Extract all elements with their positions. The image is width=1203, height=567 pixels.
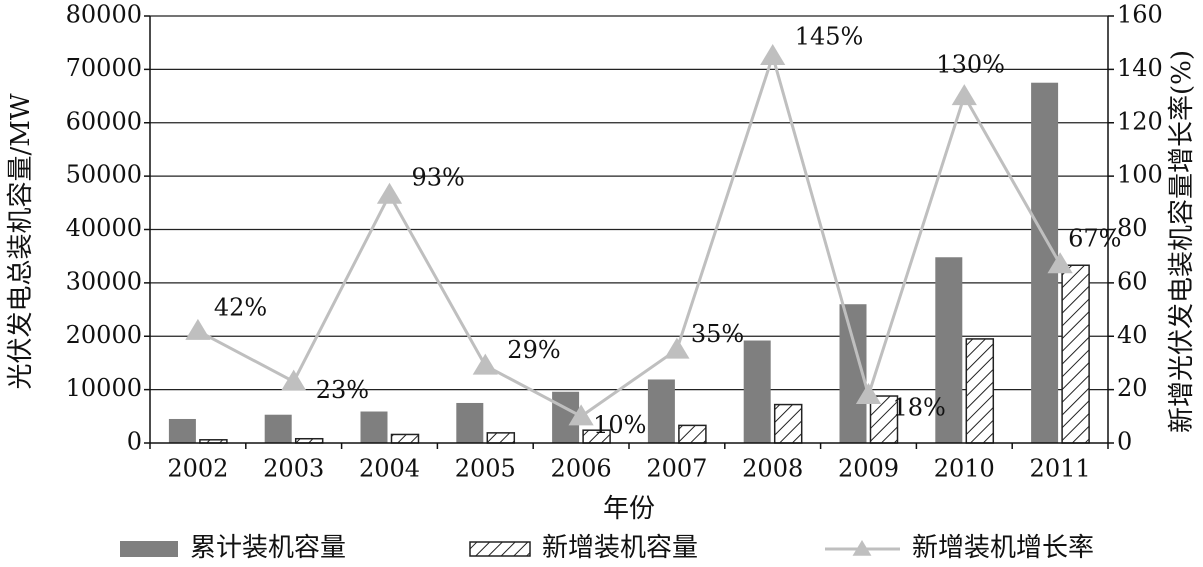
y-axis-title: 光伏发电总装机容量/MW bbox=[6, 93, 36, 389]
y-tick-label: 80000 bbox=[66, 1, 142, 29]
y2-tick-label: 20 bbox=[1117, 374, 1148, 402]
legend-swatch-new bbox=[469, 541, 531, 557]
y2-tick-label: 160 bbox=[1117, 1, 1163, 29]
y2-axis-title: 新增光伏发电装机容量增长率(%) bbox=[1167, 50, 1197, 433]
x-tick-label: 2011 bbox=[1030, 455, 1091, 483]
y2-tick-label: 60 bbox=[1117, 267, 1148, 295]
x-tick-label: 2010 bbox=[934, 455, 995, 483]
y-tick-label: 20000 bbox=[66, 321, 142, 349]
growth-rate-label: 29% bbox=[507, 336, 560, 364]
growth-rate-label: 145% bbox=[795, 23, 864, 51]
bar-cumulative-capacity bbox=[264, 414, 292, 443]
growth-line-layer bbox=[185, 44, 1073, 426]
y2-tick-label: 100 bbox=[1117, 161, 1163, 189]
x-tick-label: 2008 bbox=[742, 455, 803, 483]
y2-tick-label: 40 bbox=[1117, 321, 1148, 349]
growth-rate-label: 35% bbox=[691, 320, 744, 348]
growth-rate-marker bbox=[855, 382, 882, 404]
growth-rate-marker bbox=[185, 318, 211, 340]
growth-rate-marker bbox=[951, 84, 977, 106]
x-tick-label: 2006 bbox=[551, 455, 612, 483]
bar-cumulative-capacity bbox=[1031, 82, 1059, 443]
bar-cumulative-capacity bbox=[360, 411, 388, 443]
bar-new-capacity bbox=[678, 424, 707, 444]
x-axis-title: 年份 bbox=[603, 494, 655, 524]
growth-rate-marker bbox=[281, 369, 307, 391]
bar-new-capacity bbox=[1061, 264, 1090, 444]
y-tick-label: 10000 bbox=[66, 374, 142, 402]
x-tick-label: 2004 bbox=[359, 455, 420, 483]
bar-new-capacity bbox=[773, 403, 803, 444]
x-tick-label: 2007 bbox=[646, 455, 707, 483]
bar-cumulative-capacity bbox=[456, 402, 484, 443]
growth-rate-line bbox=[197, 50, 1062, 419]
bar-new-capacity bbox=[965, 338, 995, 444]
y-tick-label: 60000 bbox=[66, 107, 142, 135]
x-tick-label: 2002 bbox=[167, 455, 228, 483]
growth-rate-label: 18% bbox=[893, 393, 946, 421]
growth-rate-marker bbox=[472, 353, 498, 375]
y2-tick-label: 80 bbox=[1117, 214, 1148, 242]
growth-rate-label: 130% bbox=[936, 51, 1005, 79]
growth-rate-label: 93% bbox=[412, 163, 465, 191]
y-tick-label: 0 bbox=[127, 428, 142, 456]
bar-new-capacity bbox=[390, 433, 420, 444]
growth-rate-marker bbox=[568, 404, 594, 426]
axes bbox=[144, 15, 1114, 449]
growth-rate-marker bbox=[664, 337, 690, 359]
bar-new-capacity bbox=[486, 432, 516, 444]
bars bbox=[168, 82, 1090, 444]
legend-label-new: 新增装机容量 bbox=[542, 533, 698, 563]
growth-rate-label: 23% bbox=[316, 376, 369, 404]
y-tick-label: 30000 bbox=[66, 267, 142, 295]
growth-rate-marker bbox=[1047, 252, 1073, 274]
bar-cumulative-capacity bbox=[168, 418, 196, 443]
bar-cumulative-capacity bbox=[935, 257, 963, 443]
bar-cumulative-capacity bbox=[743, 340, 771, 443]
x-tick-label: 2005 bbox=[455, 455, 516, 483]
x-tick-label: 2003 bbox=[263, 455, 324, 483]
legend: 累计装机容量 新增装机容量 新增装机增长率 bbox=[120, 533, 1094, 563]
growth-rate-label: 10% bbox=[593, 411, 646, 439]
legend-swatch-cumulative bbox=[120, 541, 178, 557]
growth-rate-marker bbox=[376, 182, 403, 204]
legend-label-cumulative: 累计装机容量 bbox=[190, 533, 346, 563]
growth-rate-label: 67% bbox=[1068, 225, 1121, 253]
y2-tick-label: 140 bbox=[1117, 54, 1163, 82]
legend-label-growth: 新增装机增长率 bbox=[912, 533, 1094, 563]
bar-cumulative-capacity bbox=[647, 379, 675, 443]
growth-rate-marker bbox=[760, 44, 786, 66]
y-tick-label: 70000 bbox=[66, 54, 142, 82]
legend-swatch-growth-marker bbox=[852, 540, 872, 556]
y-tick-label: 40000 bbox=[66, 214, 142, 242]
y2-tick-label: 0 bbox=[1117, 428, 1132, 456]
x-tick-label: 2009 bbox=[838, 455, 899, 483]
chart-texts: 42% 23% 93% 29% 10% 35% 145% 18% 130% 67% 0 10000 20… bbox=[6, 1, 1197, 525]
y-tick-label: 50000 bbox=[66, 161, 142, 189]
growth-rate-label: 42% bbox=[214, 293, 267, 321]
y2-tick-label: 120 bbox=[1117, 107, 1163, 135]
gridlines bbox=[150, 15, 1108, 391]
